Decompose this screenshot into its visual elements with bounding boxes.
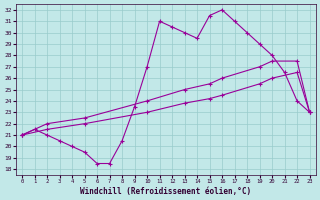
X-axis label: Windchill (Refroidissement éolien,°C): Windchill (Refroidissement éolien,°C) — [80, 187, 252, 196]
